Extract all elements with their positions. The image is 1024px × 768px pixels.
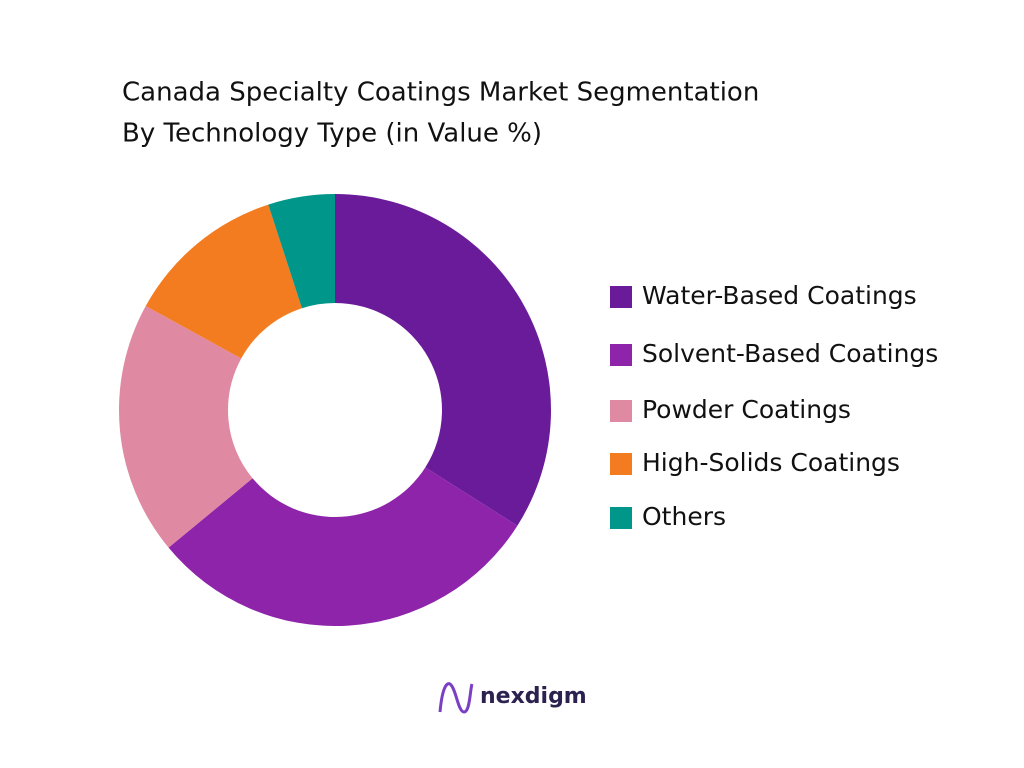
donut-slice [119,305,253,548]
legend-swatch [610,453,632,475]
donut-slice [168,467,518,627]
donut-slice [268,194,335,309]
legend-label: Water-Based Coatings [642,281,917,310]
legend-swatch [610,507,632,529]
legend-swatch [610,400,632,422]
legend-label: Solvent-Based Coatings [642,339,938,368]
brand-logo: nexdigm [438,682,587,714]
legend-swatch [610,286,632,308]
chart-title: By Technology Type (in Value %) [122,119,542,149]
legend-label: High-Solids Coatings [642,448,900,477]
legend-label: Others [642,502,726,531]
donut-slice [335,194,551,526]
chart-title: Canada Specialty Coatings Market Segment… [122,78,759,108]
brand-name: nexdigm [480,684,587,709]
legend-swatch [610,344,632,366]
legend-label: Powder Coatings [642,395,851,424]
logo-icon [438,682,474,714]
donut-slice [145,204,302,359]
